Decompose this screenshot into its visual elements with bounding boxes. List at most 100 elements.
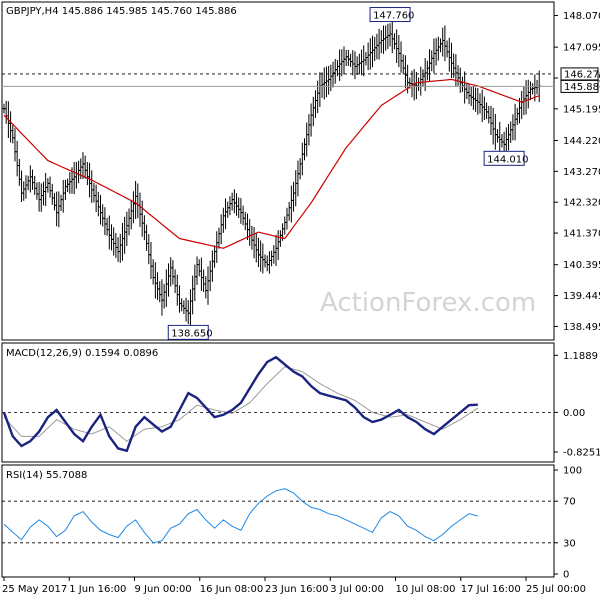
price-y-tick-label: 141.370 bbox=[563, 229, 600, 240]
rsi-series-line bbox=[3, 488, 478, 544]
ohlc-bar bbox=[259, 240, 263, 272]
ohlc-bar bbox=[509, 121, 513, 144]
ohlc-bar bbox=[19, 170, 24, 202]
ohlc-bar bbox=[447, 37, 451, 72]
ohlc-bar bbox=[15, 140, 19, 177]
ohlc-bar bbox=[162, 283, 166, 309]
x-tick-label: 1 Jun 16:00 bbox=[69, 584, 126, 595]
level-box-resistance: 146.270 bbox=[560, 67, 600, 81]
ohlc-bar bbox=[377, 28, 381, 60]
ohlc-bar bbox=[401, 54, 405, 75]
ohlc-bar bbox=[432, 38, 436, 74]
ohlc-bar bbox=[324, 66, 329, 98]
ohlc-bar bbox=[520, 90, 524, 120]
ohlc-bar bbox=[208, 260, 212, 292]
rsi-y-tick-label: 0 bbox=[563, 570, 569, 581]
ohlc-bar bbox=[57, 191, 61, 228]
ohlc-bar bbox=[228, 196, 232, 216]
ohlc-bar bbox=[199, 257, 204, 291]
ohlc-bar bbox=[307, 114, 311, 146]
price-y-tick-label: 140.395 bbox=[563, 260, 600, 271]
price-annotation: 147.760 bbox=[369, 7, 414, 23]
ohlc-bar bbox=[142, 215, 146, 241]
ohlc-bar bbox=[443, 25, 447, 62]
ohlc-bar bbox=[458, 67, 462, 93]
ohlc-bar bbox=[309, 103, 313, 137]
x-tick-label: 16 Jun 08:00 bbox=[200, 584, 264, 595]
price-y-tick-label: 142.320 bbox=[563, 198, 600, 209]
ohlc-bar bbox=[217, 227, 221, 249]
ohlc-bar bbox=[131, 191, 136, 224]
ohlc-bar bbox=[333, 58, 337, 84]
ohlc-bar bbox=[180, 298, 184, 312]
price-annotation-box bbox=[483, 150, 525, 166]
ohlc-bar bbox=[322, 67, 326, 100]
ohlc-bar bbox=[484, 102, 489, 120]
ohlc-bar bbox=[331, 61, 335, 88]
macd-title: MACD(12,26,9) 0.1594 0.0896 bbox=[6, 348, 158, 359]
ohlc-bar bbox=[261, 243, 265, 274]
ohlc-bar bbox=[397, 34, 401, 68]
x-tick-label: 10 Jul 08:00 bbox=[396, 584, 456, 595]
ohlc-bar bbox=[98, 194, 103, 225]
ohlc-bar bbox=[48, 176, 52, 198]
ohlc-bar bbox=[17, 158, 21, 186]
ohlc-bar bbox=[305, 122, 309, 157]
ohlc-bar bbox=[263, 254, 267, 268]
ohlc-bar bbox=[430, 50, 434, 72]
ohlc-bar bbox=[219, 214, 223, 245]
rsi-y-ticks: 100 70 30 0 bbox=[554, 466, 582, 581]
price-annotation-box bbox=[167, 324, 209, 340]
ohlc-bar bbox=[125, 211, 129, 246]
ohlc-bar bbox=[421, 69, 425, 87]
ohlc-bar bbox=[103, 207, 107, 236]
ohlc-bar bbox=[8, 111, 13, 143]
ohlc-bar bbox=[395, 29, 399, 64]
ohlc-bar bbox=[482, 96, 486, 120]
ohlc-bar bbox=[436, 36, 440, 61]
ohlc-bar bbox=[364, 52, 368, 66]
ohlc-bar bbox=[316, 80, 320, 114]
ohlc-bar bbox=[85, 162, 89, 186]
ohlc-bar bbox=[368, 38, 372, 70]
ohlc-bar bbox=[24, 175, 28, 199]
ohlc-bar bbox=[35, 182, 39, 200]
macd-panel-frame bbox=[1, 342, 555, 463]
ohlc-bar bbox=[46, 178, 50, 193]
ohlc-bar bbox=[237, 197, 241, 218]
ohlc-bar bbox=[272, 245, 276, 264]
level-box-current-frame bbox=[560, 79, 599, 93]
ohlc-bar bbox=[160, 279, 164, 316]
ohlc-bar bbox=[248, 219, 252, 246]
rsi-y-tick-label: 100 bbox=[563, 466, 582, 477]
ohlc-bar bbox=[76, 160, 81, 184]
ohlc-bar bbox=[230, 192, 234, 211]
price-annotation-box bbox=[369, 7, 411, 23]
ohlc-bar bbox=[296, 160, 300, 197]
ohlc-bar bbox=[136, 183, 140, 219]
ohlc-bar bbox=[182, 300, 186, 314]
ohlc-bar bbox=[265, 255, 269, 272]
ohlc-bar bbox=[289, 185, 293, 223]
macd-lines bbox=[2, 355, 554, 453]
ohlc-bar bbox=[390, 19, 394, 54]
ohlc-bar bbox=[144, 224, 149, 251]
ohlc-bar bbox=[392, 33, 397, 50]
ohlc-bar bbox=[186, 300, 190, 324]
ohlc-bar bbox=[478, 93, 482, 114]
ohlc-bar bbox=[107, 215, 111, 250]
ohlc-bar bbox=[140, 200, 144, 237]
price-y-tick-label: 148.070 bbox=[563, 11, 600, 22]
ohlc-bar bbox=[30, 169, 35, 190]
ohlc-bar bbox=[241, 205, 245, 226]
ohlc-bar bbox=[366, 42, 370, 71]
ohlc-bar bbox=[123, 216, 127, 254]
ohlc-bar bbox=[441, 27, 445, 57]
ohlc-bar bbox=[403, 55, 408, 89]
ohlc-bar bbox=[476, 88, 480, 115]
ohlc-bar bbox=[370, 35, 375, 68]
macd-y-tick-label: -0.8251 bbox=[563, 448, 600, 459]
ohlc-bar bbox=[184, 297, 188, 322]
x-tick-label: 17 Jul 16:00 bbox=[461, 584, 521, 595]
